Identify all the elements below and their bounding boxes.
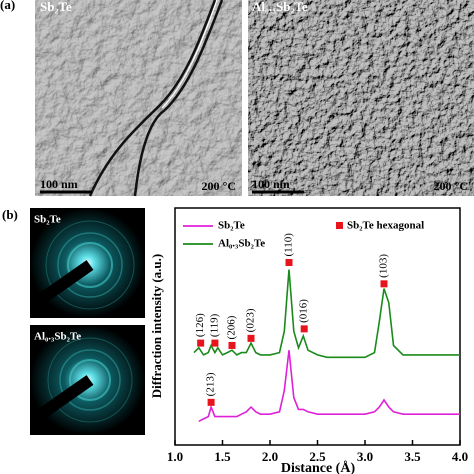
temperature-label: 200 °C [202, 179, 236, 193]
peak-marker [211, 339, 219, 347]
sample-label: Sb₂Te [40, 0, 72, 14]
peak-marker [197, 339, 205, 347]
peak-label: (110) [283, 233, 295, 257]
scale-bar-label: 100 nm [252, 177, 290, 191]
peak-label: (206) [226, 315, 238, 339]
peak-marker [380, 280, 388, 288]
pattern-label: Al₀.₃Sb₂Te [34, 331, 81, 343]
series-line [193, 269, 460, 359]
peak-label: (016) [298, 299, 310, 323]
peak-label: (023) [245, 308, 257, 332]
pattern-label: Sb₂Te [34, 214, 61, 226]
peak-marker [207, 398, 215, 406]
x-tick-label: 4.0 [452, 449, 468, 464]
peak-marker [247, 334, 255, 342]
crack-edge [161, 0, 218, 109]
temperature-label: 200 °C [434, 179, 468, 193]
x-tick-label: 2.5 [309, 449, 326, 464]
legend-label: Sb₂Te [218, 220, 245, 232]
x-tick-label: 2.0 [262, 449, 278, 464]
x-tick-label: 3.5 [404, 449, 421, 464]
peak-label: (103) [378, 254, 390, 278]
x-tick-label: 1.5 [214, 449, 231, 464]
y-axis-label: Diffraction intensity (a.u.) [149, 254, 164, 398]
crack [88, 0, 224, 197]
peak-label: (213) [205, 372, 217, 396]
series-line [198, 350, 460, 423]
peak-marker [285, 259, 293, 267]
peak-marker [228, 341, 236, 349]
x-axis-label: Distance (Å) [281, 460, 356, 474]
x-tick-label: 1.0 [167, 449, 183, 464]
panel-label: (b) [2, 207, 18, 222]
panel-label: (a) [0, 0, 15, 12]
peak-label: (126) [194, 313, 206, 337]
tem-image [248, 0, 474, 196]
sample-label: Al₀.₃Sb₂Te [252, 0, 308, 14]
x-tick-label: 3.0 [357, 449, 373, 464]
peak-marker [300, 325, 308, 333]
tem-image [35, 0, 242, 196]
legend-label: Sb₂Te hexagonal [347, 220, 424, 232]
diffraction-pattern [30, 208, 145, 318]
legend-label: Al₀.₃Sb₂Te [218, 238, 265, 250]
peak-label: (119) [208, 313, 220, 337]
scale-bar-label: 100 nm [40, 177, 78, 191]
legend-marker [336, 222, 343, 229]
diffraction-pattern [30, 325, 145, 435]
